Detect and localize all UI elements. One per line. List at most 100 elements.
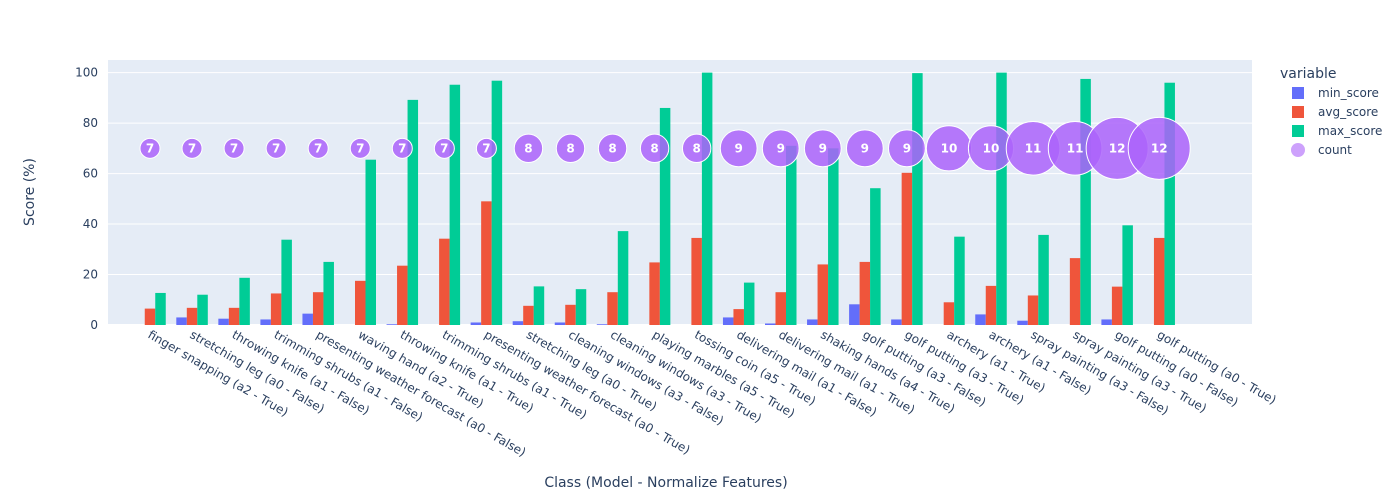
bar-avg_score [228, 307, 240, 325]
count-bubble [761, 129, 800, 168]
count-bubble [391, 137, 413, 159]
bar-avg_score [565, 304, 576, 325]
y-tick-label: 60 [83, 167, 98, 181]
bar-max_score [281, 239, 292, 325]
y-axis-title: Score (%) [22, 158, 38, 226]
count-label: 12 [1151, 141, 1168, 155]
count-label: 7 [230, 141, 238, 155]
bar-min_score [891, 319, 902, 325]
grid-lines [108, 72, 1252, 326]
count-bubbles: 7 7 7 7 7 7 7 7 7 8 8 8 8 8 9 9 9 9 9 10 10 11 11 12 12 [139, 116, 1191, 180]
bar-max_score [701, 72, 713, 325]
bar-max_score [1080, 78, 1091, 325]
bar-max_score [617, 231, 629, 325]
bar-max_score [912, 73, 923, 325]
bar-max_score [1038, 234, 1049, 325]
bar-max_score [407, 99, 419, 325]
count-label: 7 [272, 141, 280, 155]
count-bubble [433, 137, 455, 159]
legend-swatch-min_score [1292, 87, 1304, 99]
count-bubble [845, 129, 884, 168]
bar-min_score [554, 322, 566, 325]
bar-min_score [302, 313, 313, 325]
bar-avg_score [943, 302, 955, 325]
legend-label-min_score: min_score [1318, 86, 1379, 100]
count-bubble [681, 133, 712, 164]
bar-max_score [954, 236, 965, 325]
bar-avg_score [1153, 237, 1165, 325]
bar-min_score [218, 318, 229, 325]
y-tick-label: 40 [83, 217, 98, 231]
count-label: 10 [941, 141, 958, 155]
count-label: 9 [735, 141, 743, 155]
count-label: 8 [524, 141, 532, 155]
bar-avg_score [523, 305, 534, 325]
bar-min_score [386, 324, 398, 325]
bar-avg_score [901, 172, 913, 325]
bar-max_score [1122, 225, 1133, 325]
bar-avg_score [270, 293, 282, 325]
bar-min_score [849, 304, 860, 325]
count-label: 7 [146, 141, 154, 155]
count-label: 9 [777, 141, 785, 155]
bars [144, 72, 1175, 325]
legend-swatch-avg_score [1292, 106, 1304, 118]
bar-avg_score [312, 292, 324, 325]
bar-min_score [176, 317, 187, 325]
count-label: 7 [398, 141, 406, 155]
bar-avg_score [144, 308, 156, 325]
y-tick-label: 20 [83, 268, 98, 282]
count-label: 12 [1109, 141, 1126, 155]
count-bubble [555, 133, 586, 164]
count-label: 7 [482, 141, 490, 155]
count-bubble [139, 137, 161, 159]
count-bubble [181, 137, 203, 159]
count-bubble [475, 137, 497, 159]
count-bubble [719, 129, 758, 168]
count-label: 7 [356, 141, 364, 155]
legend-label-max_score: max_score [1318, 124, 1382, 138]
bar-avg_score [1027, 295, 1039, 325]
bar-avg_score [607, 292, 618, 325]
x-axis-title: Class (Model - Normalize Features) [544, 475, 787, 491]
count-bubble [223, 137, 245, 159]
count-bubble [265, 137, 287, 159]
count-bubble [513, 133, 544, 164]
bar-avg_score [1111, 286, 1123, 325]
legend-swatch-count [1291, 143, 1305, 157]
bar-max_score [575, 289, 587, 325]
count-bubble [639, 133, 670, 164]
bar-max_score [1164, 82, 1175, 325]
bar-avg_score [481, 201, 492, 325]
bar-min_score [470, 322, 482, 325]
count-label: 7 [314, 141, 322, 155]
count-label: 8 [566, 141, 574, 155]
y-tick-label: 0 [90, 318, 98, 332]
count-label: 8 [650, 141, 658, 155]
count-label: 7 [440, 141, 448, 155]
bar-max_score [365, 159, 376, 325]
plot-background [108, 60, 1252, 325]
bar-max_score [743, 282, 755, 325]
legend-label-count: count [1318, 143, 1352, 157]
bar-min_score [260, 319, 271, 325]
bar-max_score [996, 72, 1007, 325]
count-label: 9 [861, 141, 869, 155]
bar-avg_score [817, 264, 829, 325]
count-label: 8 [692, 141, 700, 155]
bar-avg_score [439, 238, 450, 325]
bar-max_score [491, 80, 503, 325]
bar-min_score [975, 314, 986, 325]
count-bubble [888, 129, 926, 168]
bar-avg_score [733, 309, 744, 325]
legend: variable min_score avg_score max_scorecoun… [1280, 66, 1382, 157]
y-tick-label: 100 [75, 66, 98, 80]
bar-avg_score [355, 280, 366, 325]
bar-max_score [155, 292, 166, 325]
bar-min_score [512, 321, 524, 325]
legend-title: variable [1280, 66, 1336, 82]
bar-max_score [449, 84, 461, 325]
count-bubble [1127, 116, 1191, 180]
